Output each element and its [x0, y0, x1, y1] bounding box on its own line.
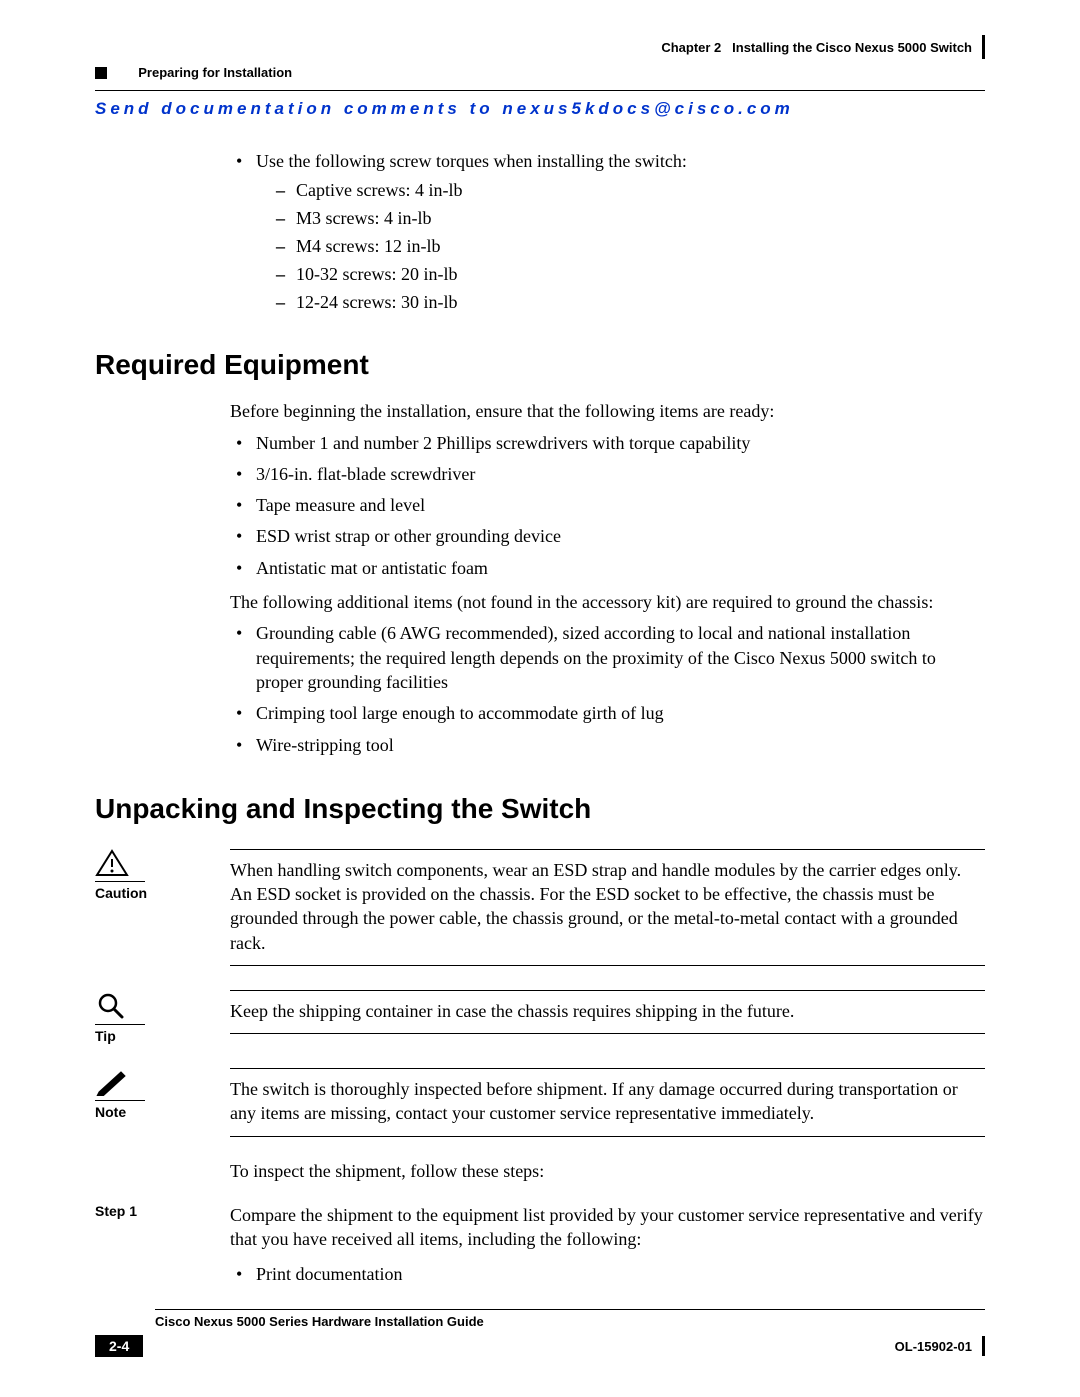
breadcrumb: Preparing for Installation: [138, 65, 292, 80]
inspect-intro: To inspect the shipment, follow these st…: [230, 1159, 985, 1183]
note-text: The switch is thoroughly inspected befor…: [230, 1077, 985, 1126]
required-items-list-2: Grounding cable (6 AWG recommended), siz…: [230, 621, 985, 756]
list-item: 3/16-in. flat-blade screwdriver: [230, 462, 985, 486]
note-label: Note: [95, 1104, 126, 1120]
note-icon: [95, 1068, 127, 1096]
list-item: Tape measure and level: [230, 493, 985, 517]
step-1-items: Print documentation: [230, 1262, 985, 1286]
caution-block: Caution When handling switch components,…: [95, 849, 985, 966]
list-item: Crimping tool large enough to accommodat…: [230, 701, 985, 725]
tip-label: Tip: [95, 1028, 116, 1044]
crop-mark-icon: [982, 35, 985, 59]
list-item: M4 screws: 12 in-lb: [270, 236, 985, 257]
list-item: ESD wrist strap or other grounding devic…: [230, 524, 985, 548]
list-item: Number 1 and number 2 Phillips screwdriv…: [230, 431, 985, 455]
tip-text: Keep the shipping container in case the …: [230, 999, 985, 1023]
list-item: Antistatic mat or antistatic foam: [230, 556, 985, 580]
chapter-label: Chapter 2: [661, 40, 721, 55]
caution-text: When handling switch components, wear an…: [230, 858, 985, 955]
doc-code: OL-15902-01: [895, 1339, 972, 1354]
caution-icon: [95, 849, 129, 877]
list-item: Use the following screw torques when ins…: [230, 149, 985, 173]
tip-icon: [95, 990, 125, 1020]
page-number-badge: 2-4: [95, 1335, 143, 1357]
torque-intro-list: Use the following screw torques when ins…: [230, 149, 985, 173]
heading-required-equipment: Required Equipment: [95, 349, 985, 381]
note-block: Note The switch is thoroughly inspected …: [95, 1068, 985, 1137]
footer-guide-title: Cisco Nexus 5000 Series Hardware Install…: [155, 1314, 985, 1329]
list-item: Wire-stripping tool: [230, 733, 985, 757]
page-header: Chapter 2 Installing the Cisco Nexus 500…: [95, 35, 985, 59]
list-item: Grounding cable (6 AWG recommended), siz…: [230, 621, 985, 694]
heading-unpacking: Unpacking and Inspecting the Switch: [95, 793, 985, 825]
list-item: 12-24 screws: 30 in-lb: [270, 292, 985, 313]
feedback-link[interactable]: Send documentation comments to nexus5kdo…: [95, 99, 985, 119]
section-marker-icon: [95, 67, 107, 79]
torque-values-list: Captive screws: 4 in-lb M3 screws: 4 in-…: [270, 180, 985, 313]
list-item: 10-32 screws: 20 in-lb: [270, 264, 985, 285]
step-label: Step 1: [95, 1203, 230, 1292]
required-bridge: The following additional items (not foun…: [230, 590, 985, 614]
tip-block: Tip Keep the shipping container in case …: [95, 990, 985, 1044]
list-item: Captive screws: 4 in-lb: [270, 180, 985, 201]
list-item: M3 screws: 4 in-lb: [270, 208, 985, 229]
header-rule: [95, 90, 985, 91]
chapter-title: Installing the Cisco Nexus 5000 Switch: [732, 40, 972, 55]
step-text: Compare the shipment to the equipment li…: [230, 1205, 983, 1249]
required-items-list-1: Number 1 and number 2 Phillips screwdriv…: [230, 431, 985, 580]
breadcrumb-row: Preparing for Installation: [95, 65, 985, 80]
step-1: Step 1 Compare the shipment to the equip…: [95, 1203, 985, 1292]
required-intro: Before beginning the installation, ensur…: [230, 399, 985, 423]
caution-label: Caution: [95, 885, 147, 901]
page-footer: Cisco Nexus 5000 Series Hardware Install…: [95, 1309, 985, 1357]
list-item: Print documentation: [230, 1262, 985, 1286]
crop-mark-icon: [982, 1336, 985, 1356]
